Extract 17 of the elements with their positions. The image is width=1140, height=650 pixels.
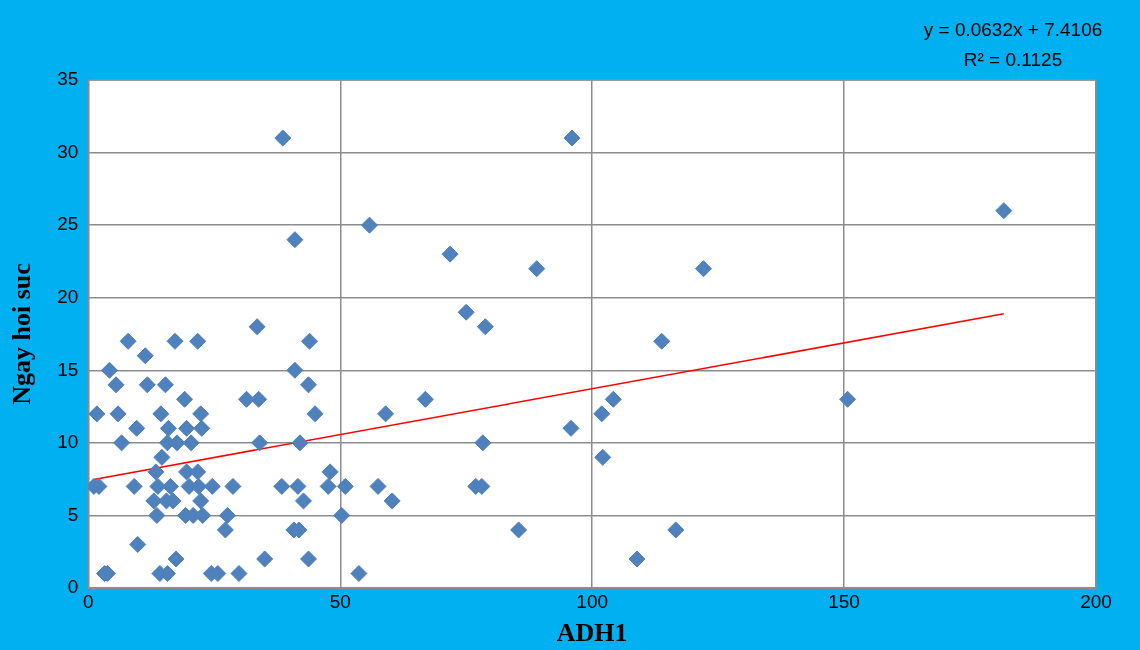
y-tick-label: 0: [67, 576, 79, 598]
y-tick-label: 15: [57, 358, 79, 380]
x-tick-label: 0: [83, 590, 94, 612]
y-tick-label: 30: [57, 140, 79, 162]
x-axis-title: ADH1: [556, 618, 628, 648]
y-tick-label: 25: [57, 213, 79, 235]
y-tick-label: 35: [57, 68, 79, 90]
x-tick-label: 150: [828, 590, 860, 612]
y-tick-label: 10: [57, 431, 79, 453]
y-axis-title: Ngay hoi suc: [7, 263, 37, 405]
x-tick-label: 50: [329, 590, 351, 612]
x-tick-label: 100: [576, 590, 609, 612]
y-tick-label: 5: [67, 503, 79, 525]
y-tick-label: 20: [57, 285, 79, 307]
text: R² = 0.1125: [963, 49, 1063, 71]
text: y = 0.0632x + 7.4106: [923, 19, 1103, 41]
x-tick-label: 200: [1080, 590, 1112, 612]
